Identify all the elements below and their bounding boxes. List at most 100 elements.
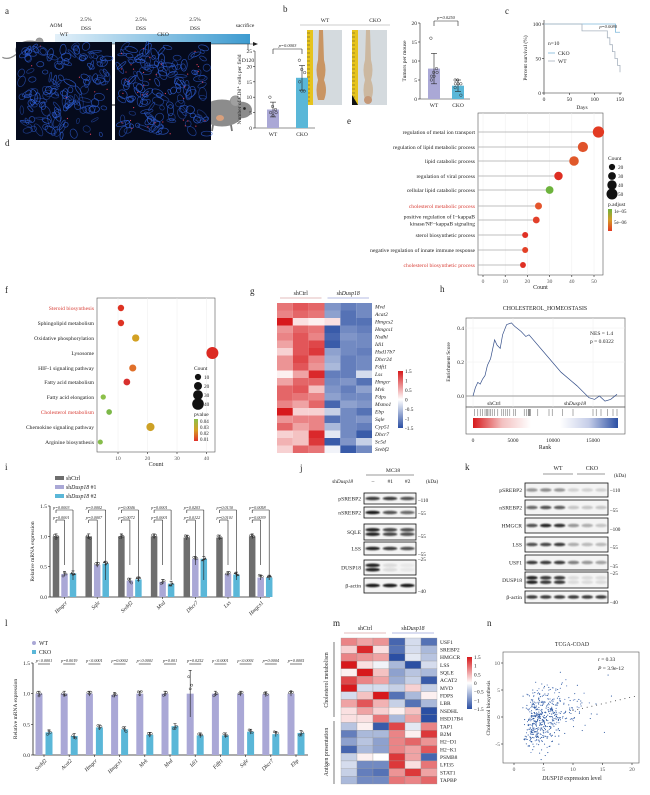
data-point [533, 733, 535, 735]
heatmap-cell [356, 753, 374, 762]
color-scale-label: 0 [474, 681, 477, 687]
data-point [532, 726, 534, 728]
panel-label-i-part: i [5, 462, 8, 472]
panel-label-k: k [465, 462, 470, 472]
heatmap-cell [356, 660, 374, 669]
nucleus-stain [120, 77, 129, 87]
heatmap-cell [277, 340, 293, 348]
heatmap-cell [277, 348, 293, 356]
size-legend-label: 10 [204, 375, 210, 381]
data-point [547, 709, 549, 711]
data-point [541, 736, 543, 739]
x-category-label-part: Dhcr7 [260, 758, 275, 773]
protein-band [567, 580, 580, 584]
size-legend-label: 20 [618, 165, 624, 171]
x-tick-label: 150 [616, 97, 625, 103]
size-legend-title-part: Count [608, 156, 622, 162]
data-point [619, 699, 621, 701]
nucleus-stain [196, 109, 208, 121]
heatmap-cell [404, 683, 422, 692]
nucleus-stain [87, 50, 102, 54]
data-point [542, 715, 544, 718]
heatmap-cell [356, 355, 372, 363]
y-tick-label-part: 10 [495, 661, 501, 667]
timeline-bar [55, 34, 250, 44]
x-tick-label-part: 40 [569, 279, 575, 285]
data-point [558, 730, 561, 732]
heatmap-row-label: Lss [374, 372, 382, 378]
legend-label: shDusp18 #1 [66, 485, 97, 491]
heatmap-cell [388, 753, 406, 762]
x-axis-label-part: Days [576, 105, 587, 111]
nucleus-stain [143, 62, 151, 71]
data-point [633, 695, 635, 697]
heatmap-cell [404, 722, 422, 731]
kda-marker: –35 [609, 564, 618, 570]
data-point [548, 716, 551, 718]
heatmap-cell [292, 355, 309, 363]
protein-band [581, 505, 594, 510]
heatmap-cell [340, 333, 357, 341]
blot-row-psrebp2 [363, 492, 417, 505]
cd8-cell [66, 117, 69, 120]
data-point [531, 723, 534, 725]
bar [248, 536, 256, 597]
protein-band [365, 532, 380, 536]
protein-label-part: β-actin [506, 595, 522, 601]
data-point [215, 692, 219, 695]
size-legend-title: Count [608, 156, 622, 162]
nucleus-stain [18, 93, 26, 100]
x-category-label-part: Mvd [163, 758, 175, 770]
size-legend-label-part: 20 [204, 384, 210, 390]
heatmap-row-label: NSDHL [440, 709, 459, 715]
heatmap-row-label: Fdps [374, 395, 386, 401]
data-point [541, 711, 543, 713]
protein-label-part: DUSP18 [502, 578, 522, 584]
cell-line-header: MC38 [386, 468, 401, 474]
term-label: regulation of lipid metabolic process [393, 144, 475, 151]
color-scale-label-part: 1 [474, 664, 477, 670]
heatmap-row-label-part: Mvk [374, 387, 385, 393]
color-scale-label-part: 0 [405, 398, 408, 404]
bar [70, 735, 78, 755]
protein-band [365, 510, 380, 515]
heatmap-cell [277, 445, 293, 453]
right-phenotype-label-part: Dusp18 [568, 401, 586, 407]
data-point [531, 724, 533, 726]
data-point [541, 704, 543, 707]
cd8-cell [120, 68, 123, 70]
p-value-label: p=0.001 [162, 658, 177, 663]
heatmap-cell [340, 768, 358, 777]
heatmap-cell [277, 423, 293, 431]
nucleus-stain [42, 124, 49, 130]
y-axis-label-part: Relative mRNA expression [30, 521, 36, 581]
dss-label-part: DSS [136, 26, 146, 32]
data-point [260, 575, 264, 578]
cd8-cell [183, 97, 185, 100]
nucleus-stain [180, 63, 186, 70]
nucleus-stain [185, 86, 196, 99]
data-point [561, 682, 563, 684]
p-value-label: p=0.0005 [287, 658, 304, 663]
x-tick-label: 40 [569, 279, 575, 285]
data-point [542, 731, 544, 733]
panel-label-g-part: g [250, 286, 255, 296]
data-point [562, 716, 564, 718]
timepoint-label-part: D120 [242, 58, 254, 64]
data-point [549, 712, 551, 715]
heatmap-cell [356, 653, 374, 662]
nucleus-stain [63, 58, 70, 65]
heatmap-cell [324, 423, 341, 431]
cd8-cell [155, 74, 157, 76]
nucleus-stain [159, 105, 165, 111]
data-point [541, 749, 543, 751]
nucleus-stain [26, 68, 35, 74]
heatmap-cell [372, 745, 390, 754]
color-scale-label: 0.5 [405, 388, 412, 394]
heatmap-cell [372, 707, 390, 715]
y-axis-label-part: Relative mRNA expression [13, 679, 19, 739]
heatmap-row-label: H2−D1 [440, 740, 457, 746]
heatmap-row-label: B2M [440, 732, 451, 738]
heatmap-cell [388, 730, 406, 739]
protein-label-part: pSREBP2 [499, 488, 522, 494]
